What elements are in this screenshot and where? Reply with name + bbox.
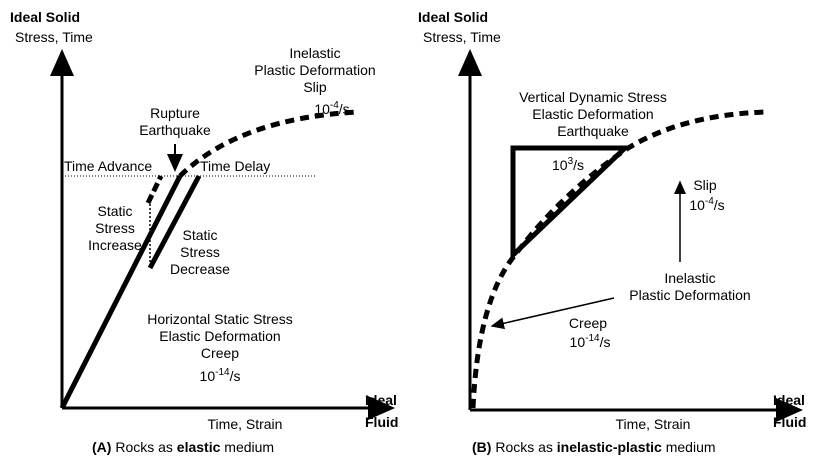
rate: 103/s	[552, 156, 584, 173]
label: Increase	[88, 237, 142, 253]
label: Ideal Solid	[10, 9, 80, 25]
rate-exponent: -4	[330, 100, 339, 111]
label: Creep	[569, 315, 607, 331]
rate-unit: /s	[600, 334, 611, 350]
label: Stress	[180, 244, 220, 260]
caption-text: medium	[224, 439, 274, 455]
caption: (A) Rocks as elastic medium	[92, 439, 274, 455]
label: Stress, Time	[423, 29, 501, 45]
label: Ideal	[365, 392, 397, 408]
rate-exponent: 3	[568, 156, 574, 167]
rate: 10-14/s	[200, 367, 241, 384]
label: Ideal	[773, 392, 805, 408]
label: Earthquake	[557, 123, 629, 139]
rate-base: 10	[200, 368, 216, 384]
caption-bold: elastic	[177, 439, 221, 455]
rate-unit: /s	[573, 157, 584, 173]
delay-line	[147, 174, 202, 270]
caption-bold: inelastic-plastic	[557, 439, 662, 455]
label: Static	[182, 227, 217, 243]
label: Plastic Deformation	[629, 287, 750, 303]
label: Rupture	[150, 105, 200, 121]
rate-exponent: -14	[215, 367, 230, 378]
label: Slip	[303, 79, 327, 95]
rate-base: 10	[689, 197, 705, 213]
label: Plastic Deformation	[254, 62, 375, 78]
label: Static	[97, 203, 132, 219]
arrow	[490, 297, 615, 330]
label: Decrease	[170, 261, 230, 277]
rate-base: 10	[314, 101, 330, 117]
label: Horizontal Static Stress	[147, 311, 293, 327]
label: Slip	[693, 177, 717, 193]
rate-exponent: -14	[585, 333, 600, 344]
caption: (B) Rocks as inelastic-plastic medium	[472, 439, 716, 455]
rate: 10-14/s	[570, 333, 611, 350]
label: Fluid	[773, 414, 806, 430]
elastic-line	[59, 174, 183, 410]
label: Elastic Deformation	[159, 328, 280, 344]
label: Time Advance	[64, 158, 152, 174]
triangle	[510, 145, 632, 261]
label: Vertical Dynamic Stress	[519, 89, 667, 105]
label: Time, Strain	[208, 416, 283, 432]
plastic-curve	[470, 109, 766, 409]
label: Fluid	[365, 414, 398, 430]
label: Inelastic	[664, 270, 715, 286]
label: Stress	[95, 220, 135, 236]
panel-b	[458, 49, 803, 422]
rate-unit: /s	[714, 197, 725, 213]
rate-base: 10	[570, 334, 586, 350]
advance-line	[145, 174, 164, 205]
label: Ideal Solid	[418, 9, 488, 25]
panel-a	[50, 49, 395, 420]
rate: 10-4/s	[689, 196, 724, 213]
caption-letter: (B)	[472, 439, 491, 455]
rate-unit: /s	[339, 101, 350, 117]
label: Stress, Time	[15, 29, 93, 45]
rate-unit: /s	[230, 368, 241, 384]
caption-text: medium	[666, 439, 716, 455]
caption-text: Rocks as	[495, 439, 553, 455]
rate: 10-4/s	[314, 100, 349, 117]
caption-letter: (A)	[92, 439, 111, 455]
label: Time, Strain	[616, 416, 691, 432]
plastic-curve	[178, 109, 359, 178]
label: Creep	[201, 345, 239, 361]
rate-exponent: -4	[705, 196, 714, 207]
label: Earthquake	[139, 122, 211, 138]
label: Inelastic	[289, 45, 340, 61]
label: Elastic Deformation	[532, 106, 653, 122]
rate-base: 10	[552, 157, 568, 173]
label: Time Delay	[200, 158, 270, 174]
caption-text: Rocks as	[115, 439, 173, 455]
